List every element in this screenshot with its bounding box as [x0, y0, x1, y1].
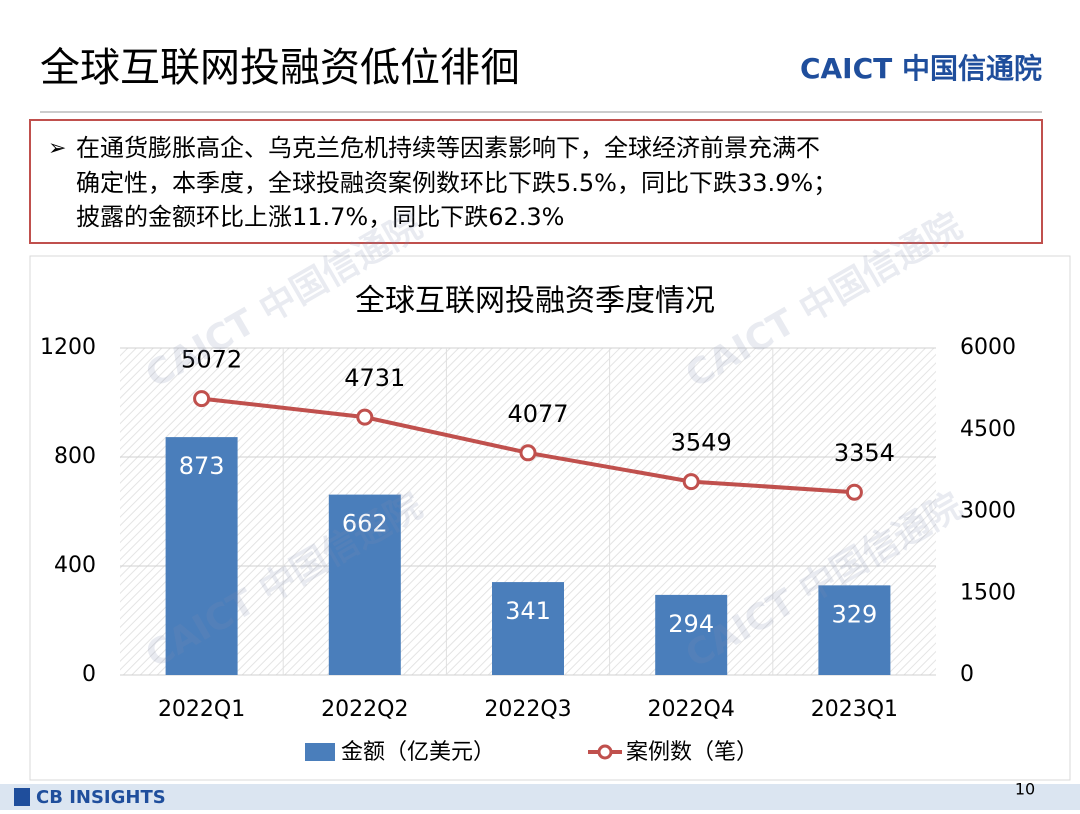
y2-tick-label: 1500 [960, 580, 1016, 605]
line-value-label: 4077 [507, 400, 568, 428]
bar [492, 582, 564, 675]
y-tick-label: 1200 [40, 335, 96, 360]
line-marker [682, 473, 700, 491]
bar-value-label: 662 [342, 510, 388, 538]
line-marker [193, 390, 211, 408]
y2-tick-label: 0 [960, 662, 974, 687]
x-tick-label: 2022Q3 [484, 697, 571, 722]
x-tick-label: 2022Q1 [158, 697, 245, 722]
logo: CAICT 中国信通院 [800, 52, 1042, 85]
line-marker [519, 444, 537, 462]
bullet-line: 确定性，本季度，全球投融资案例数环比下跌5.5%，同比下跌33.9%； [76, 169, 837, 197]
x-tick-label: 2023Q1 [811, 697, 898, 722]
line-value-label: 5072 [181, 346, 242, 374]
line-marker [845, 483, 863, 501]
y-tick-label: 0 [82, 662, 96, 687]
footer-logo: CB INSIGHTS [36, 787, 166, 808]
slide-title: 全球互联网投融资低位徘徊 [40, 45, 520, 91]
chart: 0 400 800 1200 0 1500 3000 4500 6000 2022Q1 2022Q2… [40, 335, 1016, 765]
footer-band [0, 784, 1080, 810]
bar-value-label: 341 [505, 597, 551, 625]
legend-label: 金额（亿美元） [341, 740, 495, 765]
legend-label: 案例数（笔） [626, 740, 758, 765]
legend-swatch [597, 744, 613, 760]
bullet-box [29, 119, 1043, 244]
line-value-label: 3354 [834, 439, 895, 467]
y2-tick-label: 6000 [960, 335, 1016, 360]
bullet-line: 在通货膨胀高企、乌克兰危机持续等因素影响下，全球经济前景充满不 [76, 134, 820, 162]
line-value-label: 4731 [344, 364, 405, 392]
chart-title: 全球互联网投融资季度情况 [355, 284, 715, 319]
y-tick-label: 400 [54, 553, 96, 578]
x-tick-label: 2022Q2 [321, 697, 408, 722]
bar [328, 494, 401, 675]
bullet-icon: ➢ [48, 136, 66, 161]
x-tick-label: 2022Q4 [648, 697, 735, 722]
legend-swatch [305, 743, 335, 761]
y2-tick-label: 3000 [960, 499, 1016, 524]
bar-value-label: 329 [831, 600, 877, 628]
bar-value-label: 873 [179, 452, 225, 480]
y2-tick-label: 4500 [960, 417, 1016, 442]
y-tick-label: 800 [54, 444, 96, 469]
bar [165, 437, 238, 675]
bullet-line: 披露的金额环比上涨11.7%，同比下跌62.3% [76, 203, 564, 231]
page-number: 10 [1015, 780, 1035, 799]
footer-logo-icon [14, 788, 30, 806]
line-marker [356, 408, 374, 426]
bar [655, 594, 728, 675]
bar-value-label: 294 [668, 610, 714, 638]
line-value-label: 3549 [671, 429, 732, 457]
bar [818, 585, 891, 675]
